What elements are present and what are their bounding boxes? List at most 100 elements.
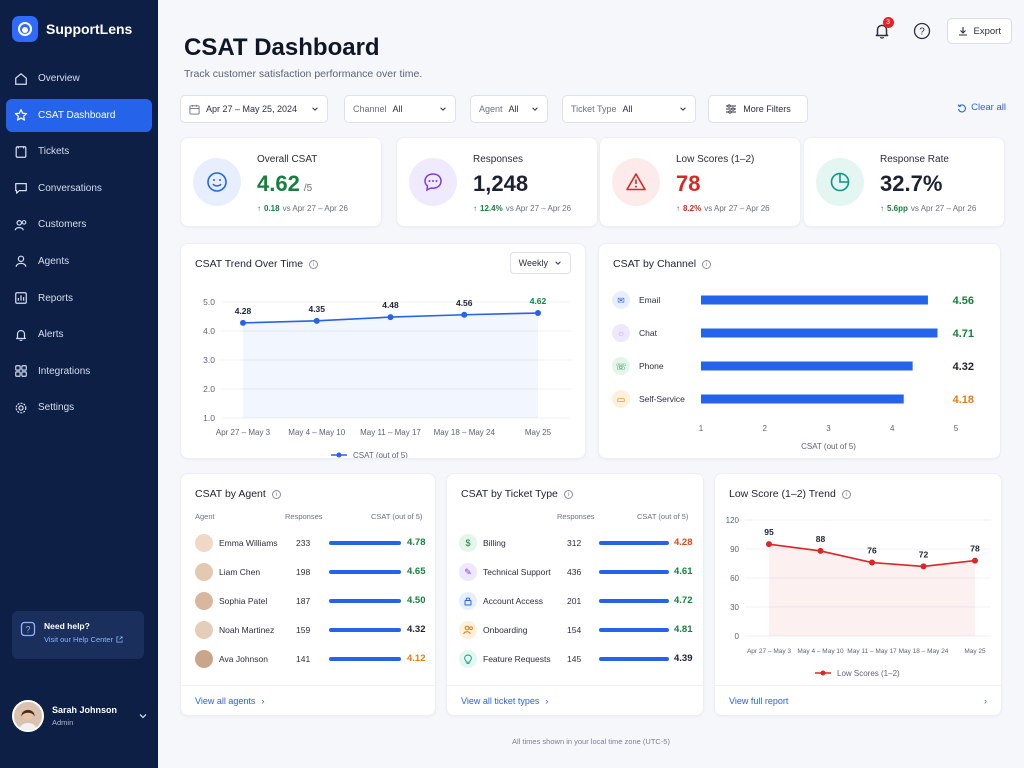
agent-filter[interactable]: Agent All	[470, 95, 548, 123]
sliders-icon	[726, 104, 737, 114]
low-score-trend-card: Low Score (1–2) Trend i 120 90 60 30 0 Apr 27 …	[714, 473, 1002, 716]
sidebar-item-conversations[interactable]: Conversations	[6, 172, 152, 205]
data-point	[766, 541, 772, 548]
y-tick-label: 2.0	[203, 384, 215, 394]
question-icon: ?	[913, 22, 930, 40]
category-label: Chat	[639, 328, 658, 338]
more-filters-button[interactable]: More Filters	[708, 95, 808, 123]
kpi-value: 32.7%	[880, 171, 942, 197]
period-select[interactable]: Weekly	[509, 252, 571, 274]
y-tick-label: 1.0	[203, 413, 215, 423]
help-center-link[interactable]: Visit our Help Center	[44, 635, 123, 644]
y-tick-label: 5.0	[203, 297, 215, 307]
kpi-compare: vs Apr 27 – Apr 26	[282, 204, 348, 213]
notifications-button[interactable]: 3	[867, 16, 897, 46]
data-label: 76	[867, 546, 877, 556]
info-icon[interactable]: i	[309, 259, 319, 269]
info-icon[interactable]: i	[841, 489, 851, 499]
sidebar-item-label: Customers	[38, 219, 87, 231]
kpi-label: Responses	[473, 154, 524, 165]
bar	[701, 295, 928, 305]
agent-score: 4.32	[407, 624, 426, 635]
sidebar-item-agents[interactable]: Agents	[6, 245, 152, 278]
brand[interactable]: SupportLens	[12, 16, 132, 42]
agent-filter-value: All	[508, 104, 519, 114]
channel-filter-label: Channel	[353, 104, 387, 114]
view-full-report-link[interactable]: View full report ›	[715, 685, 1001, 715]
sidebar-item-overview[interactable]: Overview	[6, 62, 152, 95]
sidebar-item-csat-dashboard[interactable]: CSAT Dashboard	[6, 98, 152, 132]
x-tick-label: May 18 – May 24	[899, 648, 949, 655]
export-button[interactable]: Export	[946, 18, 1012, 44]
category-label: Phone	[639, 361, 664, 371]
kpi-value-number: 78	[676, 171, 701, 196]
chevron-down-icon[interactable]	[138, 711, 148, 721]
help-box[interactable]: ? Need help? Visit our Help Center	[12, 611, 144, 659]
x-tick-label: Apr 27 – May 3	[747, 648, 791, 655]
x-tick-label: May 11 – May 17	[360, 428, 421, 437]
avatar	[195, 650, 213, 668]
clear-all-button[interactable]: Clear all	[957, 102, 1006, 113]
ticket-type-filter-label: Ticket Type	[571, 104, 617, 114]
user-menu[interactable]: Sarah Johnson Admin	[12, 698, 148, 734]
csat-trend-title: CSAT Trend Over Time	[195, 258, 304, 270]
chevron-down-icon	[440, 107, 446, 111]
kpi-value: 78	[676, 171, 700, 197]
legend-marker	[336, 452, 342, 458]
date-range-filter[interactable]: Apr 27 – May 25, 2024	[180, 95, 328, 123]
kpi-value: 4.62/5	[257, 171, 312, 197]
ticket-type-responses: 145	[567, 654, 582, 664]
kpi-label: Low Scores (1–2)	[676, 154, 755, 165]
kpi-delta: ↑ 0.18 vs Apr 27 – Apr 26	[257, 204, 348, 213]
sidebar-item-tickets[interactable]: Tickets	[6, 135, 152, 168]
y-tick-label: 3.0	[203, 355, 215, 365]
sidebar-item-integrations[interactable]: Integrations	[6, 355, 152, 388]
main-content: CSAT Dashboard Track customer satisfacti…	[158, 0, 1024, 768]
x-tick-label: 3	[826, 424, 831, 433]
clear-all-label: Clear all	[971, 102, 1006, 113]
x-axis-label: CSAT (out of 5)	[801, 442, 856, 451]
data-point	[535, 310, 541, 317]
value-label: 4.71	[953, 328, 974, 340]
data-point	[240, 319, 246, 326]
sidebar-item-settings[interactable]: Settings	[6, 391, 152, 424]
x-tick-label: May 11 – May 17	[847, 648, 897, 655]
agent-name: Ava Johnson	[219, 654, 268, 664]
y-tick-label: 60	[730, 574, 739, 583]
channel-filter[interactable]: Channel All	[344, 95, 456, 123]
view-all-agents-link[interactable]: View all agents ›	[181, 685, 435, 715]
page-title: CSAT Dashboard	[184, 34, 380, 61]
data-point	[972, 557, 978, 564]
view-all-ticket-types-link[interactable]: View all ticket types ›	[447, 685, 703, 715]
sidebar-item-alerts[interactable]: Alerts	[6, 318, 152, 351]
agent-name: Emma Williams	[219, 538, 278, 548]
x-tick-label: 4	[890, 424, 895, 433]
help-button[interactable]: ?	[907, 16, 937, 46]
info-icon[interactable]: i	[271, 489, 281, 499]
category-label: Self-Service	[639, 394, 685, 404]
y-tick-label: 30	[730, 603, 739, 612]
ticket-type-filter[interactable]: Ticket Type All	[562, 95, 696, 123]
kpi-delta-value: 8.2%	[683, 204, 702, 213]
y-tick-label: 4.0	[203, 326, 215, 336]
bell-icon	[875, 24, 888, 39]
sidebar-item-customers[interactable]: Customers	[6, 208, 152, 241]
agent-responses: 233	[296, 538, 311, 548]
info-icon[interactable]: i	[702, 259, 712, 269]
ticket-types-title: CSAT by Ticket Type	[461, 488, 558, 500]
info-icon[interactable]: i	[563, 489, 573, 499]
agent-score: 4.78	[407, 537, 426, 548]
data-label: 4.28	[235, 306, 252, 316]
ticket-type-score: 4.72	[674, 595, 693, 606]
kpi-delta-value: 5.6pp	[887, 204, 908, 213]
value-label: 4.18	[953, 394, 974, 406]
chevron-down-icon	[312, 107, 318, 111]
sidebar-item-reports[interactable]: Reports	[6, 282, 152, 315]
ticket-type-name: Billing	[483, 538, 506, 548]
card-title: CSAT by Channel i	[613, 258, 712, 270]
col-responses: Responses	[557, 512, 595, 521]
help-title: Need help?	[44, 621, 90, 631]
kpi-compare: vs Apr 27 – Apr 26	[910, 204, 977, 213]
view-all-ticket-types-label: View all ticket types	[461, 695, 540, 706]
